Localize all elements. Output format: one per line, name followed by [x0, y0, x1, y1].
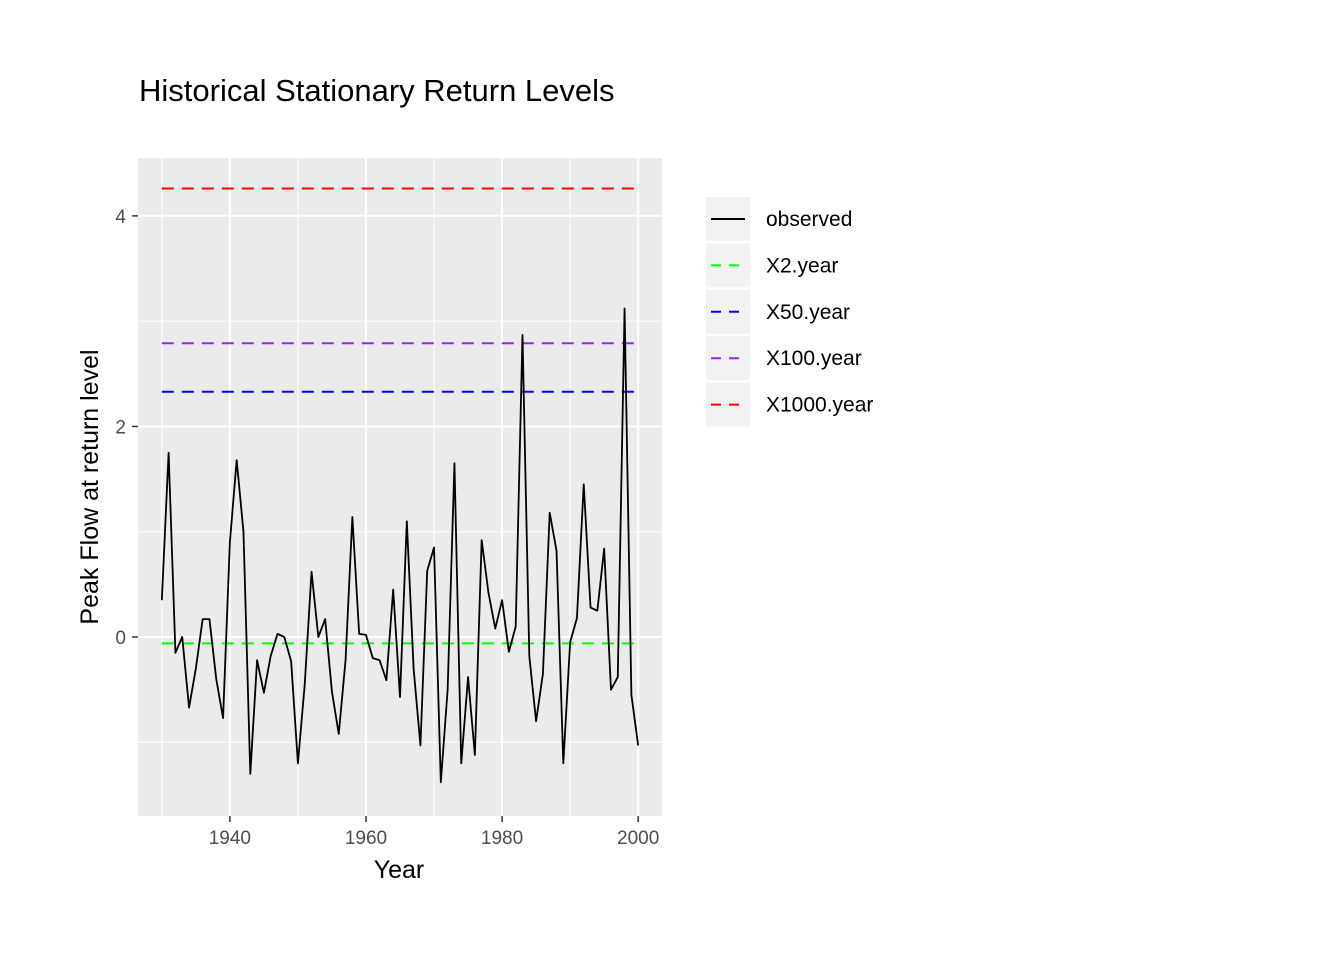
plot-background	[138, 158, 662, 816]
series-layer	[160, 187, 640, 784]
y-axis: 0 2 4	[115, 207, 138, 649]
x-tick-label: 2000	[617, 828, 659, 849]
legend-label: observed	[766, 208, 852, 231]
x-axis: 1940 1960 1980 2000	[209, 816, 659, 849]
x-tick-label: 1980	[481, 828, 523, 849]
x-tick-label: 1940	[209, 828, 251, 849]
grid-minor	[138, 158, 662, 816]
y-tick-label: 4	[115, 207, 126, 228]
x-axis-title: Year	[374, 856, 425, 884]
chart-title: Historical Stationary Return Levels	[139, 73, 615, 108]
y-axis-title: Peak Flow at return level	[76, 349, 104, 624]
x-tick-label: 1960	[345, 828, 387, 849]
legend: observed X2.year X50.year X100.year X1000.ye…	[706, 197, 873, 427]
plot-panel	[138, 158, 662, 816]
grid-major	[138, 158, 662, 816]
legend-label: X2.year	[766, 254, 838, 277]
series-line-observed	[160, 307, 640, 784]
legend-label: X100.year	[766, 347, 862, 370]
y-tick-label: 2	[115, 417, 126, 438]
legend-label: X1000.year	[766, 394, 873, 417]
legend-label: X50.year	[766, 301, 850, 324]
y-tick-label: 0	[115, 628, 126, 649]
